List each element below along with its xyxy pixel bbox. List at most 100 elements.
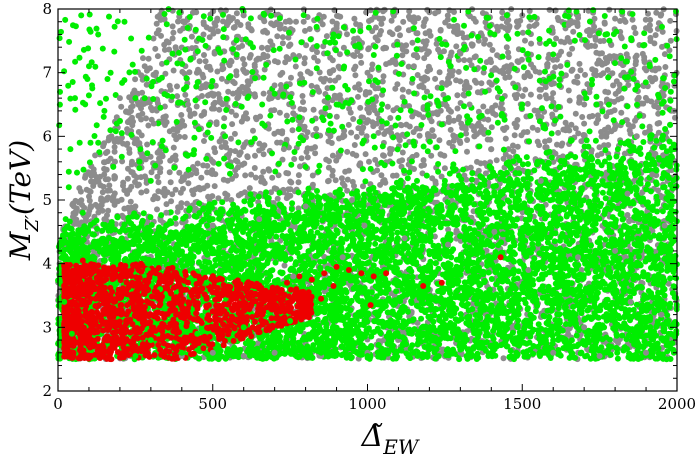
gray-point bbox=[295, 172, 302, 179]
gray-point bbox=[392, 59, 399, 66]
gray-point bbox=[220, 65, 227, 72]
gray-point bbox=[227, 147, 234, 154]
gray-point bbox=[411, 19, 418, 26]
gray-point bbox=[304, 154, 311, 161]
gray-point bbox=[602, 88, 609, 95]
gray-point bbox=[372, 156, 379, 163]
gray-point bbox=[581, 101, 588, 108]
gray-point bbox=[100, 143, 107, 150]
gray-point bbox=[514, 143, 521, 150]
gray-point bbox=[232, 172, 239, 179]
gray-point bbox=[378, 20, 385, 27]
gray-point bbox=[176, 133, 183, 140]
gray-point bbox=[306, 26, 313, 32]
gray-point bbox=[313, 125, 320, 132]
gray-point bbox=[242, 69, 249, 76]
gray-point bbox=[437, 151, 444, 158]
gray-point bbox=[163, 201, 170, 208]
gray-point bbox=[572, 125, 579, 132]
gray-point bbox=[279, 130, 286, 137]
gray-point bbox=[161, 103, 168, 110]
gray-point bbox=[605, 109, 612, 116]
gray-point bbox=[251, 61, 258, 68]
gray-point bbox=[233, 112, 239, 119]
gray-point bbox=[214, 68, 221, 75]
gray-point bbox=[432, 75, 439, 82]
gray-point bbox=[594, 152, 601, 159]
gray-point bbox=[481, 40, 488, 47]
green-point bbox=[432, 260, 439, 267]
gray-point bbox=[418, 46, 425, 53]
gray-point bbox=[166, 169, 173, 176]
gray-point bbox=[346, 105, 353, 112]
gray-point bbox=[416, 132, 423, 139]
gray-point bbox=[155, 27, 162, 34]
gray-point bbox=[283, 136, 290, 143]
gray-point bbox=[344, 176, 351, 183]
gray-point bbox=[439, 80, 446, 86]
green-point bbox=[640, 139, 647, 145]
gray-point bbox=[421, 77, 428, 84]
gray-point bbox=[399, 52, 406, 59]
gray-point bbox=[598, 129, 605, 135]
gray-point bbox=[604, 67, 611, 73]
gray-point bbox=[451, 9, 457, 15]
gray-point bbox=[289, 127, 296, 134]
gray-point bbox=[193, 170, 200, 177]
green-point bbox=[532, 308, 539, 315]
gray-point bbox=[484, 136, 491, 143]
gray-point bbox=[336, 51, 343, 58]
gray-point bbox=[199, 83, 206, 90]
gray-point bbox=[553, 35, 560, 42]
gray-point bbox=[546, 6, 553, 13]
gray-point bbox=[299, 93, 306, 99]
gray-point bbox=[500, 155, 507, 162]
gray-point bbox=[111, 175, 118, 182]
gray-point bbox=[104, 148, 111, 155]
gray-point bbox=[143, 81, 150, 88]
gray-point bbox=[433, 40, 440, 47]
gray-point bbox=[450, 117, 457, 124]
gray-point bbox=[233, 10, 240, 17]
gray-point bbox=[231, 24, 238, 30]
gray-point bbox=[339, 180, 346, 187]
gray-point bbox=[589, 113, 596, 119]
gray-point bbox=[642, 16, 649, 23]
gray-point bbox=[353, 133, 360, 140]
gray-point bbox=[488, 124, 495, 131]
gray-point bbox=[142, 156, 149, 163]
gray-point bbox=[283, 112, 290, 119]
gray-point bbox=[211, 183, 218, 190]
gray-point bbox=[240, 56, 246, 62]
gray-point bbox=[564, 124, 571, 131]
gray-point bbox=[177, 27, 184, 34]
gray-point bbox=[502, 25, 508, 31]
gray-point bbox=[246, 185, 253, 192]
gray-point bbox=[351, 36, 358, 42]
gray-point bbox=[534, 138, 541, 145]
gray-point bbox=[355, 125, 362, 132]
gray-point bbox=[245, 21, 252, 28]
gray-point bbox=[494, 23, 500, 30]
gray-point bbox=[455, 68, 462, 75]
gray-point bbox=[362, 151, 369, 158]
gray-point bbox=[150, 35, 157, 42]
gray-point bbox=[427, 133, 434, 140]
green-point bbox=[602, 236, 609, 243]
gray-point bbox=[297, 106, 304, 112]
gray-point bbox=[529, 124, 536, 131]
gray-point bbox=[631, 24, 638, 31]
gray-point bbox=[558, 48, 565, 55]
gray-point bbox=[330, 67, 336, 74]
gray-point bbox=[121, 205, 128, 212]
gray-point bbox=[647, 16, 654, 23]
gray-point bbox=[179, 117, 186, 124]
gray-point bbox=[132, 179, 138, 185]
gray-point bbox=[527, 91, 534, 98]
gray-point bbox=[274, 139, 281, 146]
gray-point bbox=[277, 237, 284, 244]
gray-point bbox=[410, 52, 417, 59]
gray-point bbox=[206, 63, 213, 70]
gray-point bbox=[182, 91, 189, 98]
gray-point bbox=[574, 79, 581, 86]
